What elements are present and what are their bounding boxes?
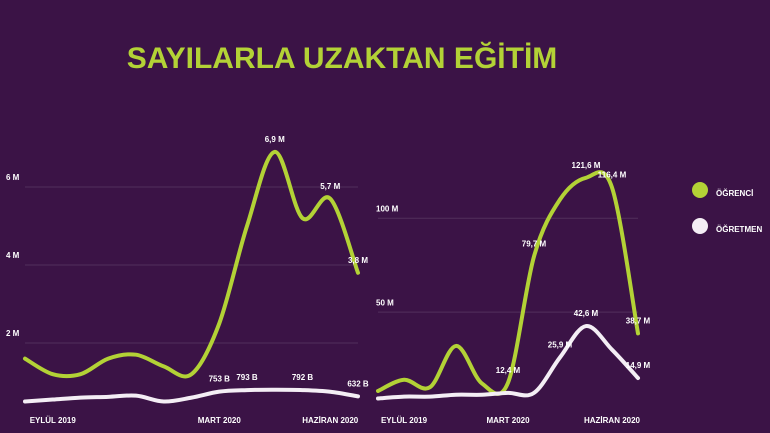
data-label: 753 B	[209, 375, 231, 384]
x-tick-label: HAZİRAN 2020	[302, 416, 359, 425]
data-label: 42,6 M	[574, 309, 599, 318]
data-label: 38,7 M	[626, 316, 651, 325]
x-tick-label: EYLÜL 2019	[30, 416, 77, 425]
data-label: 3,8 M	[348, 256, 368, 265]
y-tick-label: 50 M	[376, 298, 394, 307]
data-label: 25,9 M	[548, 340, 573, 349]
legend-marker	[692, 182, 708, 198]
x-tick-label: MART 2020	[486, 416, 530, 425]
x-tick-label: EYLÜL 2019	[381, 416, 428, 425]
x-tick-label: MART 2020	[198, 416, 242, 425]
legend-label: ÖĞRENCİ	[716, 189, 753, 198]
data-label: 6,9 M	[265, 135, 285, 144]
title: SAYILARLA UZAKTAN EĞİTİM	[127, 41, 558, 75]
data-label: 792 B	[292, 373, 314, 382]
series-line	[376, 170, 640, 396]
x-tick-label: HAZİRAN 2020	[584, 416, 641, 425]
data-label: 116,4 M	[598, 171, 627, 180]
series-line	[376, 324, 640, 401]
series-line	[23, 387, 360, 404]
data-label: 5,7 M	[320, 182, 340, 191]
data-label: 793 B	[236, 373, 258, 382]
data-label: 14,9 M	[626, 361, 651, 370]
data-label: 12,4 M	[496, 366, 521, 375]
data-label: 632 B	[347, 379, 369, 388]
y-tick-label: 100 M	[376, 204, 399, 213]
legend-label: ÖĞRETMEN	[716, 225, 762, 234]
y-tick-label: 2 M	[6, 329, 20, 338]
y-tick-label: 4 M	[6, 251, 20, 260]
y-tick-label: 6 M	[6, 173, 20, 182]
series-line	[23, 149, 360, 379]
data-label: 79,7 M	[522, 240, 547, 249]
data-label: 121,6 M	[572, 161, 601, 170]
legend-marker	[692, 218, 708, 234]
